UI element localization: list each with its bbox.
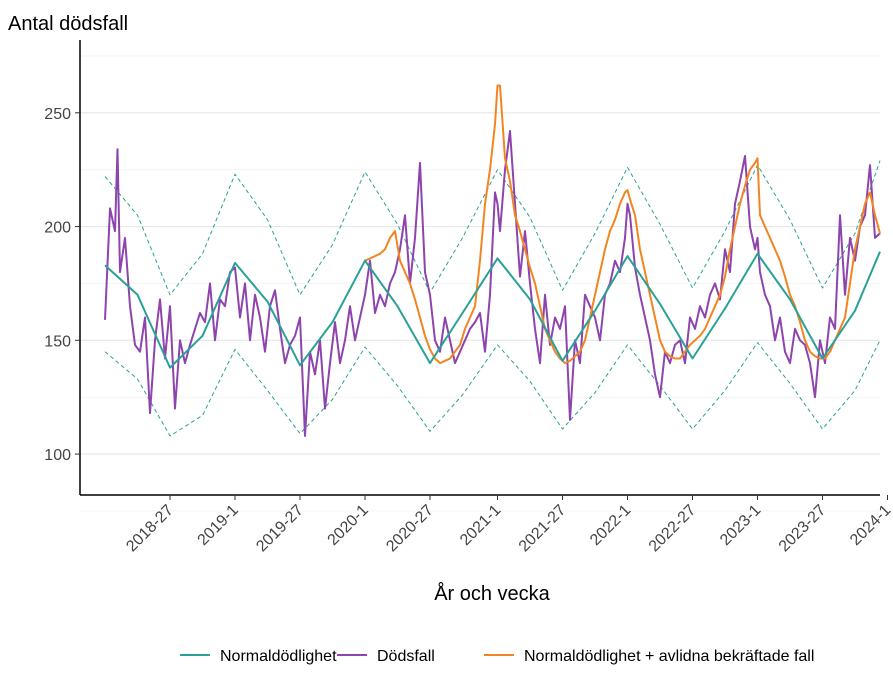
x-tick-label: 2020-1 (325, 502, 372, 549)
legend-label-normal: Normaldödlighet (220, 648, 337, 665)
legend-label-deaths: Dödsfall (377, 648, 435, 665)
y-tick-label: 150 (44, 333, 71, 350)
y-tick-label: 250 (44, 106, 71, 123)
series-line-lower (104, 340, 881, 437)
y-axis-title: Antal dödsfall (8, 13, 128, 35)
y-tick-label: 100 (44, 447, 71, 464)
x-tick-label: 2023-1 (717, 502, 764, 549)
legend-label-covid: Normaldödlighet + avlidna bekräftade fal… (524, 648, 814, 665)
x-tick-label: 2024-1 (847, 502, 893, 549)
x-tick-label: 2021-1 (457, 502, 504, 549)
series-lines (104, 84, 881, 437)
x-tick-label: 2023-27 (776, 502, 830, 556)
series-line-covid (364, 84, 881, 365)
x-tick-label: 2018-27 (123, 502, 177, 556)
x-axis-title: År och vecka (434, 582, 550, 605)
y-ticks: 100 150 200 250 (44, 106, 80, 464)
x-tick-label: 2021-27 (516, 502, 570, 556)
x-ticks: 2018-27 2019-1 2019-27 2020-1 2020-27 2021-1 2… (123, 495, 893, 555)
normal-bands (104, 160, 881, 437)
x-tick-label: 2022-27 (646, 502, 700, 556)
series-line-normal (104, 251, 881, 369)
x-tick-label: 2020-27 (383, 502, 437, 556)
x-tick-label: 2019-27 (253, 502, 307, 556)
gridlines (80, 55, 880, 512)
legend: Normaldödlighet Dödsfall Normaldödlighet +… (180, 648, 814, 665)
x-tick-label: 2019-1 (195, 502, 242, 549)
x-tick-label: 2022-1 (587, 502, 634, 549)
axes (79, 40, 880, 496)
y-tick-label: 200 (44, 220, 71, 237)
